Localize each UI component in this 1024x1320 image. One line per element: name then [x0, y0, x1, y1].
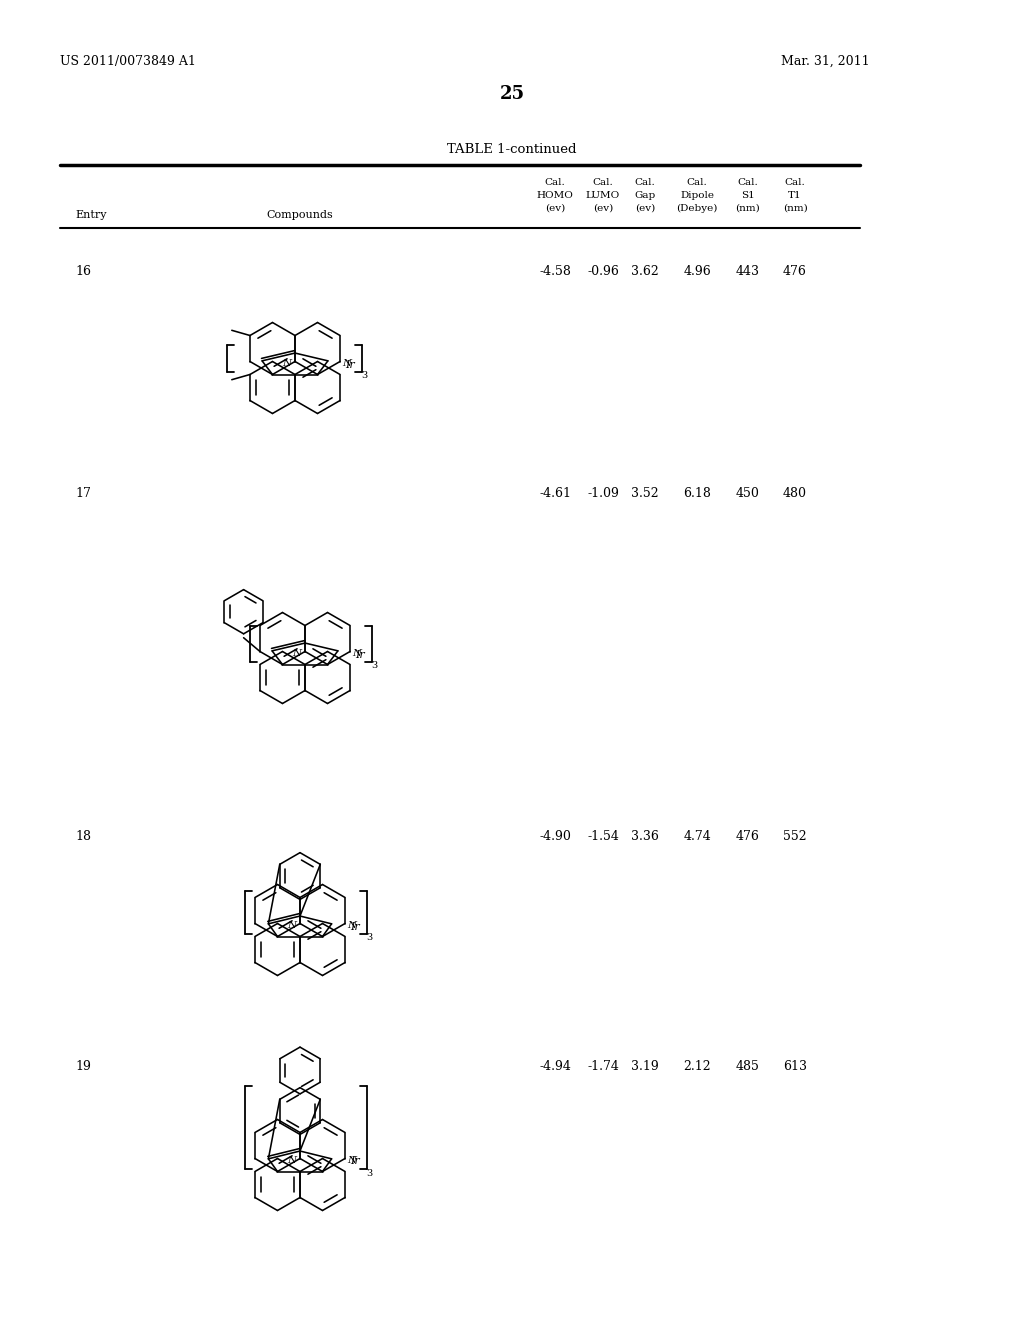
Text: -1.09: -1.09: [587, 487, 618, 500]
Text: Mar. 31, 2011: Mar. 31, 2011: [781, 55, 870, 69]
Text: HOMO: HOMO: [537, 191, 573, 201]
Text: 3.19: 3.19: [631, 1060, 658, 1073]
Text: 3: 3: [361, 371, 368, 380]
Text: 6.18: 6.18: [683, 487, 711, 500]
Text: Cal.: Cal.: [635, 178, 655, 187]
Text: LUMO: LUMO: [586, 191, 621, 201]
Text: N: N: [347, 1156, 356, 1166]
Text: S1: S1: [741, 191, 755, 201]
Text: 25: 25: [500, 84, 524, 103]
Text: 4.74: 4.74: [683, 830, 711, 843]
Text: (ev): (ev): [593, 205, 613, 213]
Text: 443: 443: [736, 265, 760, 279]
Text: Cal.: Cal.: [687, 178, 708, 187]
Text: US 2011/0073849 A1: US 2011/0073849 A1: [60, 55, 196, 69]
Text: 485: 485: [736, 1060, 760, 1073]
Text: 476: 476: [783, 265, 807, 279]
Text: Cal.: Cal.: [737, 178, 759, 187]
Text: 3: 3: [366, 1168, 373, 1177]
Text: -4.58: -4.58: [539, 265, 571, 279]
Text: N: N: [342, 359, 351, 368]
Text: Entry: Entry: [75, 210, 106, 220]
Text: 480: 480: [783, 487, 807, 500]
Text: 3.36: 3.36: [631, 830, 658, 843]
Text: 19: 19: [75, 1060, 91, 1073]
Text: (ev): (ev): [545, 205, 565, 213]
Text: Cal.: Cal.: [784, 178, 805, 187]
Text: 3.62: 3.62: [631, 265, 658, 279]
Text: N: N: [352, 649, 361, 657]
Text: Ir: Ir: [355, 649, 365, 660]
Text: (Debye): (Debye): [676, 205, 718, 213]
Text: Compounds: Compounds: [266, 210, 334, 220]
Text: N: N: [282, 359, 291, 368]
Text: -4.90: -4.90: [539, 830, 571, 843]
Text: TABLE 1-continued: TABLE 1-continued: [447, 143, 577, 156]
Text: N: N: [287, 921, 296, 931]
Text: Ir: Ir: [350, 1156, 359, 1167]
Text: T1: T1: [788, 191, 802, 201]
Text: 16: 16: [75, 265, 91, 279]
Text: 476: 476: [736, 830, 760, 843]
Text: 552: 552: [783, 830, 807, 843]
Text: Dipole: Dipole: [680, 191, 714, 201]
Text: 4.96: 4.96: [683, 265, 711, 279]
Text: Gap: Gap: [635, 191, 655, 201]
Text: 3.52: 3.52: [631, 487, 658, 500]
Text: 450: 450: [736, 487, 760, 500]
Text: 17: 17: [75, 487, 91, 500]
Text: Cal.: Cal.: [545, 178, 565, 187]
Text: 18: 18: [75, 830, 91, 843]
Text: N: N: [287, 1156, 296, 1166]
Text: (nm): (nm): [735, 205, 761, 213]
Text: 3: 3: [366, 933, 373, 942]
Text: (nm): (nm): [782, 205, 807, 213]
Text: -1.54: -1.54: [587, 830, 618, 843]
Text: 2.12: 2.12: [683, 1060, 711, 1073]
Text: 613: 613: [783, 1060, 807, 1073]
Text: Cal.: Cal.: [593, 178, 613, 187]
Text: Ir: Ir: [345, 359, 354, 370]
Text: -4.94: -4.94: [539, 1060, 571, 1073]
Text: N: N: [347, 921, 356, 931]
Text: (ev): (ev): [635, 205, 655, 213]
Text: -0.96: -0.96: [587, 265, 618, 279]
Text: 3: 3: [371, 661, 377, 671]
Text: N: N: [292, 649, 301, 657]
Text: -4.61: -4.61: [539, 487, 571, 500]
Text: Ir: Ir: [350, 921, 359, 932]
Text: -1.74: -1.74: [587, 1060, 618, 1073]
